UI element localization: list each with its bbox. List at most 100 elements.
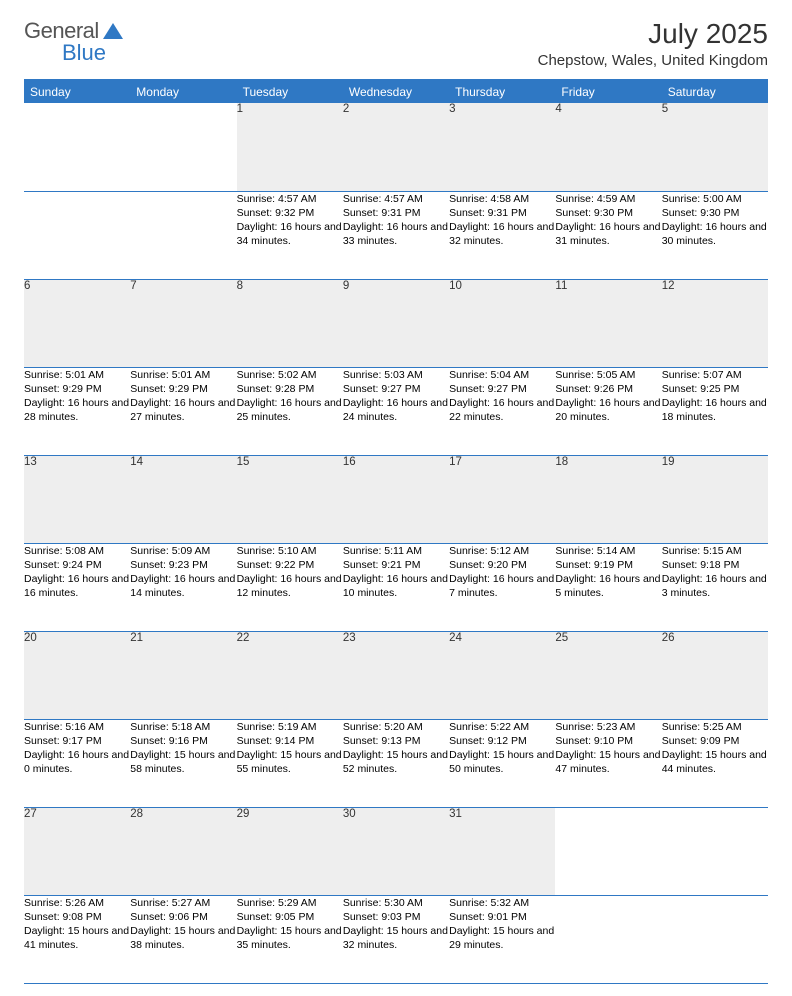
sunrise-text: Sunrise: 5:05 AM xyxy=(555,368,661,382)
day-number-cell xyxy=(24,103,130,191)
daylight-text: Daylight: 16 hours and 31 minutes. xyxy=(555,220,661,248)
day-body-cell: Sunrise: 5:15 AMSunset: 9:18 PMDaylight:… xyxy=(662,543,768,631)
sunrise-text: Sunrise: 4:57 AM xyxy=(237,192,343,206)
day-body-cell: Sunrise: 4:58 AMSunset: 9:31 PMDaylight:… xyxy=(449,191,555,279)
day-body-cell: Sunrise: 4:57 AMSunset: 9:31 PMDaylight:… xyxy=(343,191,449,279)
sunrise-text: Sunrise: 5:23 AM xyxy=(555,720,661,734)
sunrise-text: Sunrise: 5:02 AM xyxy=(237,368,343,382)
day-body-cell: Sunrise: 5:23 AMSunset: 9:10 PMDaylight:… xyxy=(555,719,661,807)
daylight-text: Daylight: 15 hours and 55 minutes. xyxy=(237,748,343,776)
sunset-text: Sunset: 9:08 PM xyxy=(24,910,130,924)
day-number-cell: 22 xyxy=(237,631,343,719)
day-body-cell xyxy=(24,191,130,279)
sunset-text: Sunset: 9:12 PM xyxy=(449,734,555,748)
sunset-text: Sunset: 9:06 PM xyxy=(130,910,236,924)
daylight-text: Daylight: 16 hours and 22 minutes. xyxy=(449,396,555,424)
day-body-cell: Sunrise: 4:59 AMSunset: 9:30 PMDaylight:… xyxy=(555,191,661,279)
weekday-header-row: Sunday Monday Tuesday Wednesday Thursday… xyxy=(24,81,768,103)
day-number-cell: 19 xyxy=(662,455,768,543)
day-number-cell: 1 xyxy=(237,103,343,191)
daynum-row: 12345 xyxy=(24,103,768,191)
sunset-text: Sunset: 9:10 PM xyxy=(555,734,661,748)
sunset-text: Sunset: 9:26 PM xyxy=(555,382,661,396)
day-body-cell: Sunrise: 5:01 AMSunset: 9:29 PMDaylight:… xyxy=(130,367,236,455)
daylight-text: Daylight: 16 hours and 14 minutes. xyxy=(130,572,236,600)
sunrise-text: Sunrise: 5:10 AM xyxy=(237,544,343,558)
day-body-cell: Sunrise: 5:00 AMSunset: 9:30 PMDaylight:… xyxy=(662,191,768,279)
sunset-text: Sunset: 9:23 PM xyxy=(130,558,236,572)
day-body-row: Sunrise: 4:57 AMSunset: 9:32 PMDaylight:… xyxy=(24,191,768,279)
sunset-text: Sunset: 9:30 PM xyxy=(662,206,768,220)
day-body-cell: Sunrise: 5:05 AMSunset: 9:26 PMDaylight:… xyxy=(555,367,661,455)
day-body-cell: Sunrise: 5:16 AMSunset: 9:17 PMDaylight:… xyxy=(24,719,130,807)
daynum-row: 13141516171819 xyxy=(24,455,768,543)
sunrise-text: Sunrise: 5:20 AM xyxy=(343,720,449,734)
sunset-text: Sunset: 9:16 PM xyxy=(130,734,236,748)
daynum-row: 6789101112 xyxy=(24,279,768,367)
day-body-cell: Sunrise: 5:11 AMSunset: 9:21 PMDaylight:… xyxy=(343,543,449,631)
day-body-cell: Sunrise: 5:26 AMSunset: 9:08 PMDaylight:… xyxy=(24,895,130,983)
sunrise-text: Sunrise: 5:15 AM xyxy=(662,544,768,558)
day-body-row: Sunrise: 5:01 AMSunset: 9:29 PMDaylight:… xyxy=(24,367,768,455)
day-body-cell: Sunrise: 5:09 AMSunset: 9:23 PMDaylight:… xyxy=(130,543,236,631)
day-body-cell: Sunrise: 5:14 AMSunset: 9:19 PMDaylight:… xyxy=(555,543,661,631)
day-number-cell: 12 xyxy=(662,279,768,367)
sunset-text: Sunset: 9:17 PM xyxy=(24,734,130,748)
daylight-text: Daylight: 16 hours and 3 minutes. xyxy=(662,572,768,600)
sunrise-text: Sunrise: 5:07 AM xyxy=(662,368,768,382)
weekday-header: Tuesday xyxy=(237,81,343,103)
day-number-cell: 18 xyxy=(555,455,661,543)
daylight-text: Daylight: 15 hours and 52 minutes. xyxy=(343,748,449,776)
daylight-text: Daylight: 15 hours and 47 minutes. xyxy=(555,748,661,776)
title-block: July 2025 Chepstow, Wales, United Kingdo… xyxy=(538,18,768,69)
day-body-cell: Sunrise: 5:27 AMSunset: 9:06 PMDaylight:… xyxy=(130,895,236,983)
calendar-body: 12345Sunrise: 4:57 AMSunset: 9:32 PMDayl… xyxy=(24,103,768,983)
day-body-cell: Sunrise: 5:07 AMSunset: 9:25 PMDaylight:… xyxy=(662,367,768,455)
day-number-cell: 21 xyxy=(130,631,236,719)
day-body-cell: Sunrise: 5:18 AMSunset: 9:16 PMDaylight:… xyxy=(130,719,236,807)
sunset-text: Sunset: 9:09 PM xyxy=(662,734,768,748)
day-number-cell: 5 xyxy=(662,103,768,191)
day-number-cell xyxy=(555,807,661,895)
sunrise-text: Sunrise: 5:16 AM xyxy=(24,720,130,734)
day-body-cell: Sunrise: 5:12 AMSunset: 9:20 PMDaylight:… xyxy=(449,543,555,631)
day-number-cell: 29 xyxy=(237,807,343,895)
day-body-cell: Sunrise: 5:03 AMSunset: 9:27 PMDaylight:… xyxy=(343,367,449,455)
day-body-cell: Sunrise: 5:04 AMSunset: 9:27 PMDaylight:… xyxy=(449,367,555,455)
sunrise-text: Sunrise: 5:01 AM xyxy=(24,368,130,382)
daylight-text: Daylight: 16 hours and 27 minutes. xyxy=(130,396,236,424)
sunrise-text: Sunrise: 5:11 AM xyxy=(343,544,449,558)
day-body-cell xyxy=(555,895,661,983)
weekday-header: Sunday xyxy=(24,81,130,103)
day-number-cell: 13 xyxy=(24,455,130,543)
sunset-text: Sunset: 9:01 PM xyxy=(449,910,555,924)
sunset-text: Sunset: 9:03 PM xyxy=(343,910,449,924)
daylight-text: Daylight: 16 hours and 24 minutes. xyxy=(343,396,449,424)
sunrise-text: Sunrise: 5:29 AM xyxy=(237,896,343,910)
day-body-cell: Sunrise: 5:29 AMSunset: 9:05 PMDaylight:… xyxy=(237,895,343,983)
daylight-text: Daylight: 16 hours and 28 minutes. xyxy=(24,396,130,424)
day-number-cell: 4 xyxy=(555,103,661,191)
day-number-cell: 14 xyxy=(130,455,236,543)
day-number-cell: 10 xyxy=(449,279,555,367)
day-number-cell: 2 xyxy=(343,103,449,191)
sunrise-text: Sunrise: 5:25 AM xyxy=(662,720,768,734)
calendar-table: Sunday Monday Tuesday Wednesday Thursday… xyxy=(24,81,768,984)
day-body-cell: Sunrise: 5:30 AMSunset: 9:03 PMDaylight:… xyxy=(343,895,449,983)
daylight-text: Daylight: 16 hours and 25 minutes. xyxy=(237,396,343,424)
day-body-cell: Sunrise: 5:08 AMSunset: 9:24 PMDaylight:… xyxy=(24,543,130,631)
sunset-text: Sunset: 9:14 PM xyxy=(237,734,343,748)
sunset-text: Sunset: 9:20 PM xyxy=(449,558,555,572)
sunset-text: Sunset: 9:19 PM xyxy=(555,558,661,572)
weekday-header: Saturday xyxy=(662,81,768,103)
day-number-cell: 31 xyxy=(449,807,555,895)
weekday-header: Thursday xyxy=(449,81,555,103)
sunrise-text: Sunrise: 5:30 AM xyxy=(343,896,449,910)
day-number-cell: 24 xyxy=(449,631,555,719)
day-number-cell: 20 xyxy=(24,631,130,719)
daylight-text: Daylight: 16 hours and 34 minutes. xyxy=(237,220,343,248)
sunrise-text: Sunrise: 5:26 AM xyxy=(24,896,130,910)
daylight-text: Daylight: 15 hours and 35 minutes. xyxy=(237,924,343,952)
day-body-row: Sunrise: 5:08 AMSunset: 9:24 PMDaylight:… xyxy=(24,543,768,631)
sunrise-text: Sunrise: 5:03 AM xyxy=(343,368,449,382)
